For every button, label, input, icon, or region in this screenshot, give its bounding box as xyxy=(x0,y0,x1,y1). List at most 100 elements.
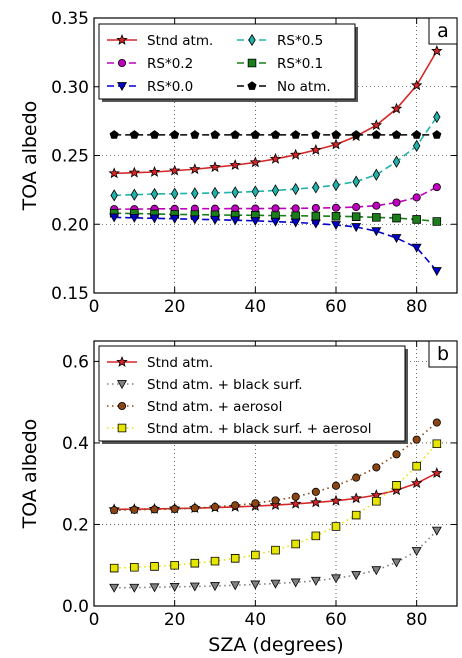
panel-label-box: a xyxy=(428,17,458,45)
series-line xyxy=(114,421,438,511)
data-point xyxy=(351,571,362,581)
data-point xyxy=(169,582,180,592)
data-point xyxy=(331,221,341,231)
data-point xyxy=(310,143,322,155)
data-point xyxy=(271,184,280,197)
legend-marker xyxy=(117,423,127,433)
data-point xyxy=(392,198,401,207)
data-point xyxy=(249,156,262,168)
data-point xyxy=(210,130,220,139)
data-point xyxy=(290,578,301,588)
data-point xyxy=(270,217,281,227)
data-point xyxy=(211,186,219,200)
data-point xyxy=(371,130,381,139)
data-point xyxy=(372,201,381,210)
legend-marker xyxy=(117,82,127,92)
series-rs-0-5 xyxy=(110,110,441,202)
data-point xyxy=(412,130,422,139)
data-point xyxy=(412,193,421,202)
plot-frame xyxy=(93,17,458,294)
panel-label-box: b xyxy=(428,340,458,368)
data-point xyxy=(431,467,443,478)
series-line xyxy=(114,216,438,272)
data-point xyxy=(411,547,422,557)
data-point xyxy=(270,579,281,589)
data-point xyxy=(210,582,220,592)
data-point xyxy=(412,461,421,471)
data-point xyxy=(149,583,160,593)
data-point xyxy=(392,155,401,168)
data-point xyxy=(150,187,159,201)
series-stnd-atm-black-surf-aerosol xyxy=(109,439,442,573)
data-point xyxy=(412,215,421,224)
data-point xyxy=(170,130,180,139)
data-point xyxy=(129,583,140,593)
series-line xyxy=(114,530,438,589)
legend-marker xyxy=(248,33,256,47)
data-point xyxy=(291,539,300,549)
legend-marker xyxy=(117,380,127,390)
data-point xyxy=(209,161,221,173)
data-point xyxy=(392,213,401,223)
series-rs-0-2 xyxy=(110,183,441,214)
legend-item: Stnd atm. xyxy=(107,355,213,371)
x-tick-label: 0 xyxy=(89,610,100,630)
legend-item: Stnd atm. + black surf. + aerosol xyxy=(107,421,372,437)
data-point xyxy=(410,477,423,489)
data-point xyxy=(291,492,300,501)
panel-label-frame xyxy=(428,17,458,45)
x-tick-label: 60 xyxy=(325,297,347,317)
y-tick-label: 0.15 xyxy=(51,284,89,304)
legend-label: RS*0.0 xyxy=(147,79,193,95)
data-point xyxy=(351,510,361,520)
legend-label: Stnd atm. + aerosol xyxy=(147,399,282,415)
data-point xyxy=(250,130,260,139)
data-point xyxy=(410,79,423,91)
legend-item: RS*0.1 xyxy=(237,56,323,72)
legend-label: No atm. xyxy=(277,79,331,95)
y-tick-label: 0.4 xyxy=(62,434,89,454)
data-point xyxy=(311,531,321,541)
data-point xyxy=(432,130,442,139)
legend-item: RS*0.5 xyxy=(237,33,323,49)
data-point xyxy=(189,215,200,225)
y-tick-label: 0.6 xyxy=(62,352,89,372)
data-point xyxy=(351,223,362,233)
data-point xyxy=(251,550,260,560)
legend-item: Stnd atm. xyxy=(107,33,213,49)
data-point xyxy=(331,481,341,490)
data-point xyxy=(231,186,239,199)
data-point xyxy=(372,168,381,181)
legend-item: RS*0.0 xyxy=(107,79,193,95)
data-point xyxy=(330,494,342,506)
x-tick-label: 40 xyxy=(245,297,267,317)
data-point xyxy=(109,563,119,573)
y-axis-label: TOA albedo xyxy=(19,419,41,530)
data-point xyxy=(230,581,241,591)
data-point xyxy=(229,159,241,171)
data-point xyxy=(149,130,160,139)
data-point xyxy=(432,418,441,427)
series-rs-0-0 xyxy=(109,213,442,277)
data-point xyxy=(110,506,119,515)
data-point xyxy=(431,44,443,56)
data-point xyxy=(431,267,442,277)
y-tick-label: 0.0 xyxy=(62,597,89,617)
data-point xyxy=(148,165,161,177)
y-tick-label: 0.2 xyxy=(62,515,89,535)
legend-item: No atm. xyxy=(237,79,331,95)
data-point xyxy=(391,558,402,568)
data-point xyxy=(391,130,402,139)
legend: Stnd atm. RS*0.5 RS*0.2 RS*0.1 RS*0.0 No atm. xyxy=(98,23,358,102)
data-point xyxy=(310,496,322,508)
data-point xyxy=(210,556,220,566)
data-point xyxy=(289,497,302,509)
data-point xyxy=(130,188,139,201)
data-point xyxy=(210,502,220,511)
panel-a: 0 20 40 60 80 0.15 0.20 0.25 0.30 0.35 TOA albedo a… xyxy=(19,9,458,317)
x-tick-label: 0 xyxy=(89,297,100,317)
data-point xyxy=(170,187,179,200)
data-point xyxy=(352,203,361,212)
data-point xyxy=(351,212,361,221)
